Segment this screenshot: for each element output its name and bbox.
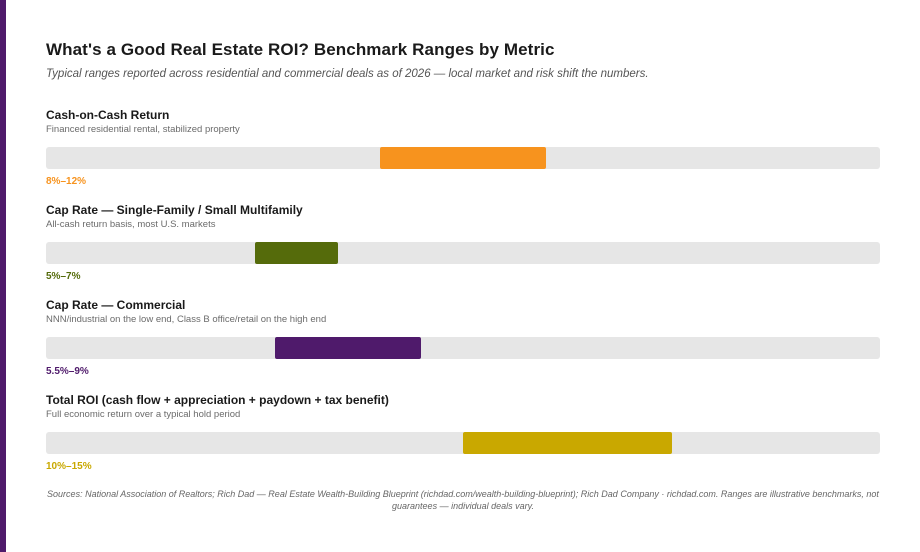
range-track [46,432,880,454]
range-track [46,147,880,169]
metric-row: Cash-on-Cash Return Financed residential… [46,106,880,201]
metric-note: NNN/industrial on the low end, Class B o… [46,314,327,325]
range-bar [275,337,422,359]
metric-name: Cap Rate — Single-Family / Small Multifa… [46,203,303,217]
metric-note: All-cash return basis, most U.S. markets [46,219,216,230]
chart-title: What's a Good Real Estate ROI? Benchmark… [46,40,555,59]
range-chart: Cash-on-Cash Return Financed residential… [46,106,880,486]
range-track [46,337,880,359]
metric-row: Total ROI (cash flow + appreciation + pa… [46,391,880,486]
metric-name: Cash-on-Cash Return [46,108,170,122]
metric-row: Cap Rate — Single-Family / Small Multifa… [46,201,880,296]
chart-subtitle: Typical ranges reported across residenti… [46,68,649,80]
range-label: 8%–12% [46,176,87,187]
range-bar [379,147,547,169]
metric-name: Cap Rate — Commercial [46,298,186,312]
metric-note: Financed residential rental, stabilized … [46,124,240,135]
source-footnote: Sources: National Association of Realtor… [47,489,879,511]
metric-row: Cap Rate — Commercial NNN/industrial on … [46,296,880,391]
range-label: 10%–15% [46,461,92,472]
metric-note: Full economic return over a typical hold… [46,409,241,420]
range-label: 5.5%–9% [46,366,89,377]
accent-bar [0,0,6,552]
range-label: 5%–7% [46,271,81,282]
range-bar [254,242,338,264]
range-track [46,242,880,264]
range-bar [463,432,672,454]
metric-name: Total ROI (cash flow + appreciation + pa… [46,393,389,407]
